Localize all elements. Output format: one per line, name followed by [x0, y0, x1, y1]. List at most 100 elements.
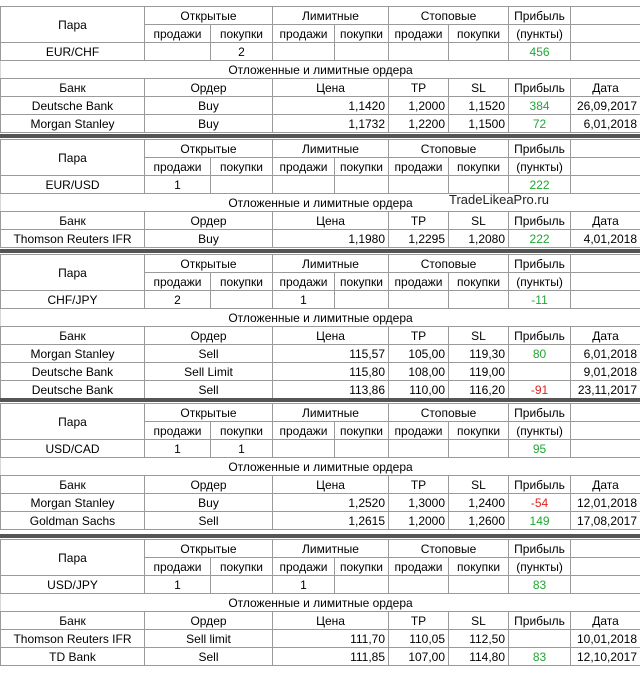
order-row[interactable]: Morgan Stanley Buy 1,1732 1,2200 1,1500 72 6,0… [0, 114, 640, 133]
open-sell-count[interactable]: 1 [144, 439, 211, 458]
profit-header[interactable]: Прибыль [508, 254, 572, 273]
price-header[interactable]: Цена [271, 78, 390, 97]
empty-cell[interactable] [570, 139, 640, 158]
stop-sell-count[interactable] [388, 575, 450, 594]
order-sl[interactable]: 1,2080 [448, 229, 510, 248]
order-row[interactable]: TD Bank Sell 111,85 107,00 114,80 83 12,10,201… [0, 647, 640, 666]
order-row[interactable]: Morgan Stanley Sell 115,57 105,00 119,30 80 6,… [0, 344, 640, 363]
order-profit-header[interactable]: Прибыль [508, 326, 572, 345]
stop-buy-count[interactable] [448, 42, 510, 61]
sl-header[interactable]: SL [448, 326, 510, 345]
order-row[interactable]: Thomson Reuters IFR Sell limit 111,70 110,0… [0, 629, 640, 648]
order-sl[interactable]: 119,30 [448, 344, 510, 363]
points-header[interactable]: (пункты) [508, 24, 572, 43]
price-header[interactable]: Цена [271, 611, 390, 630]
limit-buy-header[interactable]: покупки [333, 421, 390, 440]
order-profit[interactable]: 80 [508, 344, 572, 363]
pair-name[interactable]: USD/CAD [0, 439, 145, 458]
order-tp[interactable]: 108,00 [388, 362, 450, 381]
open-sell-header[interactable]: продажи [144, 157, 211, 176]
order-date[interactable]: 6,01,2018 [570, 114, 640, 133]
date-header[interactable]: Дата [570, 211, 640, 230]
empty-cell[interactable] [570, 272, 640, 291]
pair-profit[interactable]: 83 [508, 575, 572, 594]
stop-sell-count[interactable] [388, 290, 450, 309]
pair-header[interactable]: Пара [0, 254, 145, 291]
order-row[interactable]: Thomson Reuters IFR Buy 1,1980 1,2295 1,2080… [0, 229, 640, 248]
limit-sell-count[interactable] [272, 175, 335, 194]
sl-header[interactable]: SL [448, 611, 510, 630]
limit-buy-header[interactable]: покупки [333, 157, 390, 176]
order-date[interactable]: 12,01,2018 [570, 493, 640, 512]
order-profit[interactable]: 72 [508, 114, 572, 133]
open-header[interactable]: Открытые [144, 6, 273, 25]
limit-buy-count[interactable] [333, 175, 390, 194]
order-header[interactable]: Ордер [144, 611, 273, 630]
empty-cell[interactable] [570, 539, 640, 558]
empty-cell[interactable] [570, 6, 640, 25]
empty-cell[interactable] [570, 42, 640, 61]
limit-header[interactable]: Лимитные [271, 403, 390, 422]
limit-header[interactable]: Лимитные [271, 539, 390, 558]
order-sl[interactable]: 1,2600 [448, 511, 510, 530]
order-price[interactable]: 115,57 [271, 344, 390, 363]
order-profit-header[interactable]: Прибыль [508, 78, 572, 97]
bank-header[interactable]: Банк [0, 611, 145, 630]
limit-sell-header[interactable]: продажи [272, 272, 335, 291]
limit-sell-count[interactable]: 1 [272, 290, 335, 309]
order-profit[interactable] [508, 629, 572, 648]
pair-name[interactable]: CHF/JPY [0, 290, 145, 309]
stop-buy-header[interactable]: покупки [448, 24, 510, 43]
order-bank[interactable]: Morgan Stanley [0, 493, 145, 512]
order-type[interactable]: Buy [144, 493, 273, 512]
order-profit[interactable] [508, 362, 572, 381]
stop-sell-count[interactable] [388, 439, 450, 458]
date-header[interactable]: Дата [570, 326, 640, 345]
sl-header[interactable]: SL [448, 78, 510, 97]
bank-header[interactable]: Банк [0, 211, 145, 230]
tp-header[interactable]: TP [388, 211, 450, 230]
order-bank[interactable]: Deutsche Bank [0, 96, 145, 115]
stop-sell-header[interactable]: продажи [388, 157, 450, 176]
order-tp[interactable]: 1,2000 [388, 96, 450, 115]
stop-buy-count[interactable] [448, 175, 510, 194]
limit-buy-header[interactable]: покупки [333, 272, 390, 291]
pair-name[interactable]: EUR/USD [0, 175, 145, 194]
open-header[interactable]: Открытые [144, 539, 273, 558]
order-type[interactable]: Buy [144, 114, 273, 133]
order-date[interactable]: 12,10,2017 [570, 647, 640, 666]
order-date[interactable]: 4,01,2018 [570, 229, 640, 248]
limit-buy-count[interactable] [333, 42, 390, 61]
limit-sell-count[interactable] [272, 439, 335, 458]
order-sl[interactable]: 119,00 [448, 362, 510, 381]
order-date[interactable]: 17,08,2017 [570, 511, 640, 530]
open-buy-header[interactable]: покупки [210, 24, 273, 43]
stop-sell-header[interactable]: продажи [388, 272, 450, 291]
open-sell-header[interactable]: продажи [144, 24, 211, 43]
order-tp[interactable]: 110,00 [388, 380, 450, 399]
open-buy-count[interactable] [210, 290, 273, 309]
pair-profit[interactable]: 95 [508, 439, 572, 458]
pair-name[interactable]: USD/JPY [0, 575, 145, 594]
order-type[interactable]: Sell [144, 647, 273, 666]
order-row[interactable]: Deutsche Bank Buy 1,1420 1,2000 1,1520 384 26,… [0, 96, 640, 115]
order-tp[interactable]: 1,2200 [388, 114, 450, 133]
order-type[interactable]: Sell limit [144, 629, 273, 648]
order-type[interactable]: Sell [144, 344, 273, 363]
order-bank[interactable]: Deutsche Bank [0, 362, 145, 381]
profit-header[interactable]: Прибыль [508, 539, 572, 558]
date-header[interactable]: Дата [570, 78, 640, 97]
stop-buy-count[interactable] [448, 575, 510, 594]
empty-cell[interactable] [570, 290, 640, 309]
bank-header[interactable]: Банк [0, 326, 145, 345]
stop-buy-count[interactable] [448, 439, 510, 458]
pair-header[interactable]: Пара [0, 6, 145, 43]
order-date[interactable]: 10,01,2018 [570, 629, 640, 648]
order-type[interactable]: Buy [144, 96, 273, 115]
stop-sell-header[interactable]: продажи [388, 557, 450, 576]
order-date[interactable]: 9,01,2018 [570, 362, 640, 381]
order-bank[interactable]: Goldman Sachs [0, 511, 145, 530]
order-type[interactable]: Sell [144, 380, 273, 399]
pair-profit[interactable]: 222 [508, 175, 572, 194]
order-price[interactable]: 1,1980 [271, 229, 390, 248]
